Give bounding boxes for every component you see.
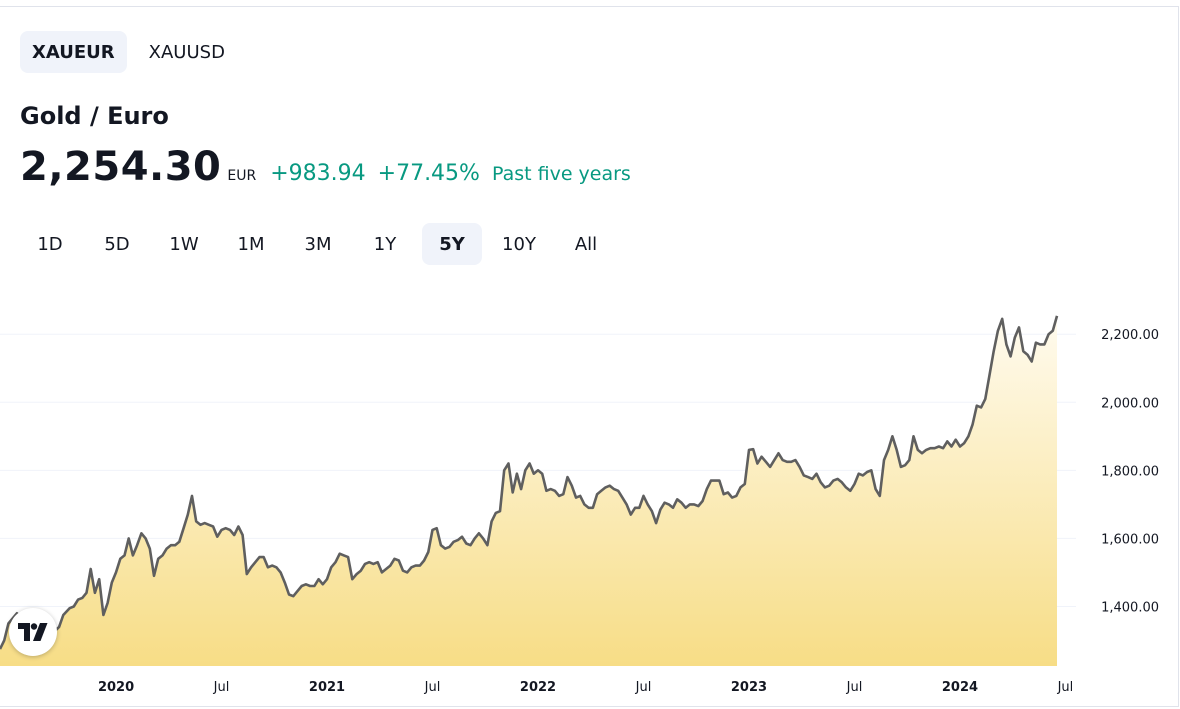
- range-3m[interactable]: 3M: [304, 233, 332, 255]
- x-tick-label: Jul: [635, 680, 652, 695]
- x-tick-label: 2024: [942, 680, 978, 695]
- price-change: +983.94: [270, 161, 366, 186]
- range-5y[interactable]: 5Y: [422, 223, 482, 265]
- range-10y[interactable]: 10Y: [502, 233, 536, 255]
- x-tick-label: 2021: [309, 680, 345, 695]
- x-tick-label: 2023: [731, 680, 767, 695]
- range-5d[interactable]: 5D: [104, 233, 130, 255]
- x-tick-label: 2020: [98, 680, 134, 695]
- x-tick-label: Jul: [213, 680, 230, 695]
- tradingview-logo-icon[interactable]: [9, 608, 57, 656]
- page-title: Gold / Euro: [20, 102, 169, 130]
- chart-card: [0, 6, 1179, 707]
- y-tick-label: 1,400.00: [1101, 600, 1159, 615]
- period-label: Past five years: [491, 163, 631, 185]
- y-tick-label: 1,600.00: [1101, 532, 1159, 547]
- range-selector: 1D 5D 1W 1M 3M 1Y 5Y 10Y All: [20, 223, 623, 265]
- y-tick-label: 1,800.00: [1101, 464, 1159, 479]
- price-line: [0, 315, 1059, 650]
- tab-xauusd[interactable]: XAUUSD: [148, 41, 225, 63]
- x-tick-label: Jul: [424, 680, 441, 695]
- tab-xaueur[interactable]: XAUEUR: [20, 31, 127, 73]
- price-change-percent: +77.45%: [377, 161, 480, 186]
- x-tick-label: Jul: [1057, 680, 1074, 695]
- price-area-fill: [0, 315, 1057, 666]
- range-1m[interactable]: 1M: [237, 233, 265, 255]
- current-price: 2,254.30: [20, 144, 222, 190]
- x-tick-label: Jul: [846, 680, 863, 695]
- range-1y[interactable]: 1Y: [373, 233, 397, 255]
- x-tick-label: 2022: [520, 680, 556, 695]
- range-1d[interactable]: 1D: [37, 233, 63, 255]
- range-all[interactable]: All: [574, 233, 598, 255]
- price-row: 2,254.30 EUR +983.94 +77.45% Past five y…: [20, 144, 631, 190]
- y-tick-label: 2,000.00: [1101, 396, 1159, 411]
- y-tick-label: 2,200.00: [1101, 328, 1159, 343]
- range-1w[interactable]: 1W: [169, 233, 199, 255]
- symbol-tabs: XAUEUR XAUUSD: [20, 31, 237, 73]
- currency-label: EUR: [227, 168, 257, 184]
